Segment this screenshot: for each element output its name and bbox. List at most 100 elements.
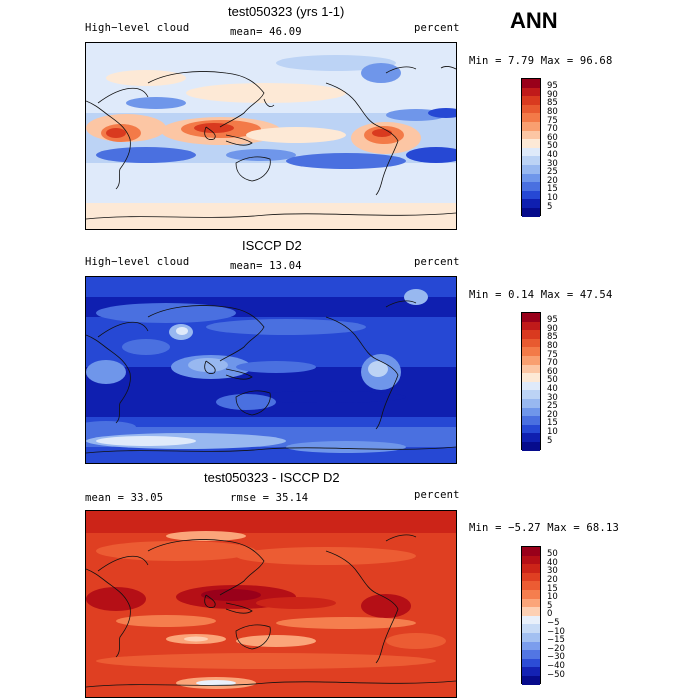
colorbar-cell: [522, 79, 540, 88]
colorbar-cell: [522, 650, 540, 659]
colorbar-tick-label: 90: [547, 89, 558, 100]
panel2-map: [85, 276, 457, 464]
colorbar-cell: [522, 330, 540, 339]
season-label: ANN: [510, 8, 558, 33]
colorbar-cell: [522, 156, 540, 165]
panel3-map-svg: [86, 511, 456, 697]
colorbar-tick-label: 30: [547, 392, 558, 403]
colorbar-tick-label: 50: [547, 141, 558, 152]
panel1-minmax: Min = 7.79 Max = 96.68: [469, 55, 613, 67]
colorbar-cell: [522, 658, 540, 668]
colorbar-tick-label: −40: [547, 660, 565, 671]
panel2-colorbar-box: [521, 312, 541, 451]
colorbar-cell: [522, 581, 540, 590]
colorbar-tick-label: 25: [547, 167, 558, 178]
colorbar-cell: [522, 675, 540, 685]
panel1-mean-label: mean= 46.09: [230, 26, 302, 38]
colorbar-tick-label: −30: [547, 652, 565, 663]
colorbar-cell: [522, 207, 540, 217]
colorbar-tick-label: 80: [547, 106, 558, 117]
colorbar-cell: [522, 321, 540, 331]
panel2-title: ISCCP D2: [242, 238, 302, 253]
colorbar-cell: [522, 589, 540, 599]
panel1-map: [85, 42, 457, 230]
colorbar-cell: [522, 130, 540, 140]
panel1-map-svg: [86, 43, 456, 229]
colorbar-tick-label: −5: [547, 617, 560, 628]
colorbar-tick-label: 5: [547, 201, 553, 212]
colorbar-tick-label: 95: [547, 315, 558, 326]
colorbar-cell: [522, 632, 540, 642]
colorbar-tick-label: 20: [547, 409, 558, 420]
colorbar-cell: [522, 607, 540, 616]
colorbar-cell: [522, 441, 540, 451]
colorbar-cell: [522, 555, 540, 565]
colorbar-tick-label: 75: [547, 115, 558, 126]
colorbar-cell: [522, 96, 540, 105]
colorbar-tick-label: 15: [547, 418, 558, 429]
colorbar-cell: [522, 355, 540, 365]
colorbar-tick-label: 85: [547, 98, 558, 109]
colorbar-cell: [522, 190, 540, 200]
colorbar-tick-label: 5: [547, 435, 553, 446]
colorbar-tick-label: 5: [547, 600, 553, 611]
colorbar-cell: [522, 199, 540, 208]
colorbar-tick-label: 20: [547, 574, 558, 585]
colorbar-cell: [522, 615, 540, 625]
colorbar-cell: [522, 313, 540, 322]
colorbar-tick-label: −20: [547, 643, 565, 654]
colorbar-tick-label: 20: [547, 175, 558, 186]
colorbar-tick-label: 90: [547, 323, 558, 334]
colorbar-tick-label: 50: [547, 375, 558, 386]
colorbar-cell: [522, 641, 540, 651]
colorbar-cell: [522, 182, 540, 191]
panel2-left-label: High−level cloud: [85, 256, 190, 268]
colorbar-tick-label: 50: [547, 549, 558, 560]
colorbar-tick-label: 40: [547, 383, 558, 394]
colorbar-cell: [522, 398, 540, 408]
panel2-minmax: Min = 0.14 Max = 47.54: [469, 289, 613, 301]
colorbar-cell: [522, 147, 540, 157]
panel3-title: test050323 - ISCCP D2: [204, 470, 340, 485]
colorbar-cell: [522, 173, 540, 183]
colorbar-tick-label: 10: [547, 592, 558, 603]
panel3-units-label: percent: [414, 489, 460, 501]
panel1-title: test050323 (yrs 1-1): [228, 4, 345, 19]
panel2-units-label: percent: [414, 256, 460, 268]
colorbar-cell: [522, 598, 540, 608]
colorbar-tick-label: 80: [547, 340, 558, 351]
colorbar-tick-label: 25: [547, 401, 558, 412]
colorbar-tick-label: 70: [547, 124, 558, 135]
panel3-mean-label: mean = 33.05: [85, 492, 164, 504]
colorbar-cell: [522, 416, 540, 425]
colorbar-cell: [522, 424, 540, 434]
colorbar-tick-label: 10: [547, 192, 558, 203]
colorbar-tick-label: 60: [547, 132, 558, 143]
colorbar-tick-label: 30: [547, 566, 558, 577]
colorbar-cell: [522, 139, 540, 148]
colorbar-cell: [522, 373, 540, 382]
colorbar-cell: [522, 572, 540, 582]
colorbar-cell: [522, 407, 540, 417]
colorbar-tick-label: 30: [547, 158, 558, 169]
colorbar-cell: [522, 364, 540, 374]
colorbar-tick-label: 15: [547, 184, 558, 195]
panel1-units-label: percent: [414, 22, 460, 34]
panel3-minmax: Min = −5.27 Max = 68.13: [469, 522, 619, 534]
colorbar-cell: [522, 381, 540, 391]
colorbar-tick-label: 75: [547, 349, 558, 360]
panel1-colorbar-box: [521, 78, 541, 217]
colorbar-cell: [522, 547, 540, 556]
colorbar-cell: [522, 624, 540, 633]
panel1-left-label: High−level cloud: [85, 22, 190, 34]
panel2-map-svg: [86, 277, 456, 463]
colorbar-cell: [522, 113, 540, 122]
colorbar-tick-label: 95: [547, 81, 558, 92]
colorbar-tick-label: 60: [547, 366, 558, 377]
colorbar-tick-label: 15: [547, 583, 558, 594]
colorbar-cell: [522, 104, 540, 114]
panel3-rmse-label: rmse = 35.14: [230, 492, 309, 504]
colorbar-cell: [522, 121, 540, 131]
colorbar-tick-label: −15: [547, 635, 565, 646]
panel3-colorbar-box: [521, 546, 541, 685]
